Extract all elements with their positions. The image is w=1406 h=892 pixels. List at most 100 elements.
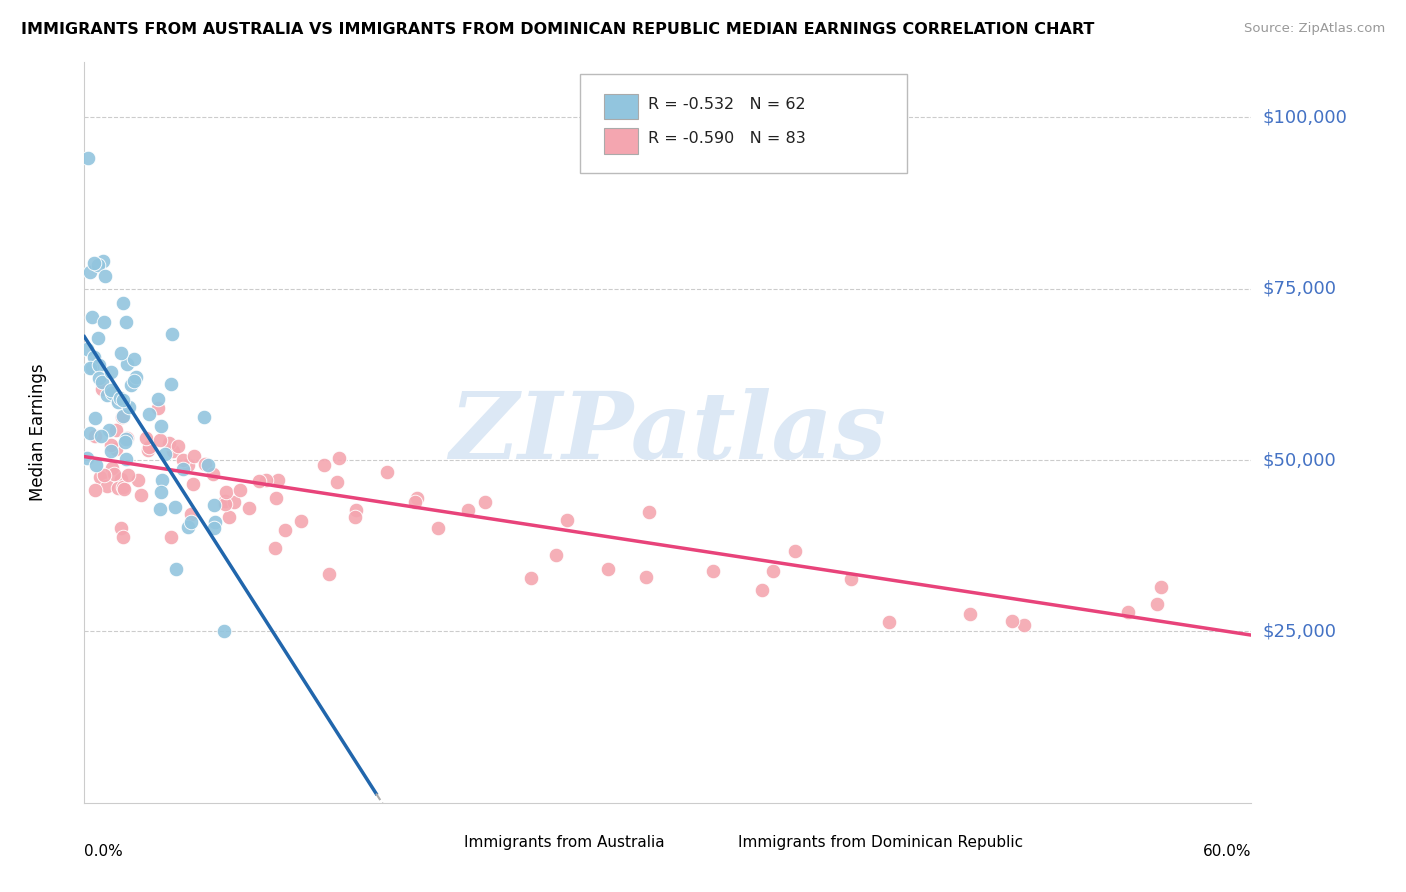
Point xyxy=(100,365,122,379)
Point xyxy=(87,359,110,373)
Point xyxy=(136,443,159,458)
Point xyxy=(127,473,149,487)
Point xyxy=(110,472,132,486)
Point xyxy=(636,570,658,584)
Text: 60.0%: 60.0% xyxy=(1204,844,1251,858)
Point xyxy=(76,451,98,466)
Point xyxy=(238,501,260,516)
Text: $50,000: $50,000 xyxy=(1263,451,1336,469)
Point xyxy=(229,483,252,498)
Point xyxy=(215,485,238,500)
Point xyxy=(138,440,160,454)
Point xyxy=(149,501,172,516)
Point xyxy=(1146,597,1168,611)
Point xyxy=(91,375,114,389)
FancyBboxPatch shape xyxy=(706,833,733,855)
Point xyxy=(163,500,186,515)
Point xyxy=(104,423,127,437)
Point xyxy=(167,439,190,453)
Point xyxy=(555,513,578,527)
Point xyxy=(84,483,107,497)
Point xyxy=(110,521,132,535)
Point xyxy=(93,467,115,482)
Point xyxy=(89,371,111,385)
Point xyxy=(637,505,659,519)
Point xyxy=(159,376,181,391)
Point xyxy=(1001,614,1024,628)
Point xyxy=(91,254,114,268)
Point xyxy=(83,429,105,443)
Point xyxy=(254,473,277,487)
Point xyxy=(162,444,184,458)
Point xyxy=(959,607,981,622)
Point xyxy=(177,520,200,534)
Text: Immigrants from Australia: Immigrants from Australia xyxy=(464,835,664,850)
FancyBboxPatch shape xyxy=(603,95,637,120)
Point xyxy=(751,582,773,597)
Point xyxy=(180,515,202,529)
Point xyxy=(183,449,205,463)
Point xyxy=(117,467,139,482)
Point xyxy=(111,531,134,545)
Point xyxy=(326,475,349,489)
Point xyxy=(247,475,270,489)
Point xyxy=(117,357,139,371)
Point xyxy=(152,473,174,487)
Point xyxy=(183,477,205,491)
Point xyxy=(263,541,285,555)
Text: $100,000: $100,000 xyxy=(1263,108,1347,127)
Point xyxy=(212,624,235,639)
Point xyxy=(214,497,236,511)
Point xyxy=(202,498,225,512)
Point xyxy=(218,510,240,524)
Point xyxy=(149,484,172,499)
Point xyxy=(100,383,122,397)
Point xyxy=(264,491,287,505)
Point xyxy=(148,392,170,406)
Point xyxy=(598,562,620,576)
FancyBboxPatch shape xyxy=(603,128,637,153)
Point xyxy=(84,458,107,472)
Text: Immigrants from Dominican Republic: Immigrants from Dominican Republic xyxy=(738,835,1024,850)
Point xyxy=(138,407,160,421)
Point xyxy=(404,495,426,509)
Text: Median Earnings: Median Earnings xyxy=(28,364,46,501)
Point xyxy=(474,495,496,509)
Point xyxy=(96,388,118,402)
Point xyxy=(125,369,148,384)
Point xyxy=(87,258,110,272)
Point xyxy=(111,295,134,310)
Point xyxy=(204,515,226,529)
Point xyxy=(328,451,350,466)
Point xyxy=(83,350,105,364)
Text: R = -0.590   N = 83: R = -0.590 N = 83 xyxy=(648,131,806,146)
Point xyxy=(118,400,141,414)
Point xyxy=(343,509,366,524)
Point xyxy=(104,442,127,456)
Point xyxy=(110,346,132,360)
Point xyxy=(318,566,340,581)
Point xyxy=(783,544,806,558)
Point xyxy=(101,461,124,475)
Point xyxy=(762,564,785,578)
Point xyxy=(82,360,104,375)
Point xyxy=(90,429,112,443)
Point xyxy=(115,432,138,446)
Point xyxy=(103,467,125,481)
Point xyxy=(79,265,101,279)
Text: Source: ZipAtlas.com: Source: ZipAtlas.com xyxy=(1244,22,1385,36)
Point xyxy=(110,391,132,405)
Text: ZIPatlas: ZIPatlas xyxy=(450,388,886,477)
Point xyxy=(180,507,202,521)
Point xyxy=(77,152,100,166)
Point xyxy=(172,462,194,476)
Point xyxy=(121,377,143,392)
Point xyxy=(146,401,169,415)
Point xyxy=(96,479,118,493)
Point xyxy=(115,315,138,329)
Point xyxy=(111,392,134,407)
Point xyxy=(406,491,429,505)
Point xyxy=(193,410,215,425)
FancyBboxPatch shape xyxy=(432,833,458,855)
Text: IMMIGRANTS FROM AUSTRALIA VS IMMIGRANTS FROM DOMINICAN REPUBLIC MEDIAN EARNINGS : IMMIGRANTS FROM AUSTRALIA VS IMMIGRANTS … xyxy=(21,22,1094,37)
